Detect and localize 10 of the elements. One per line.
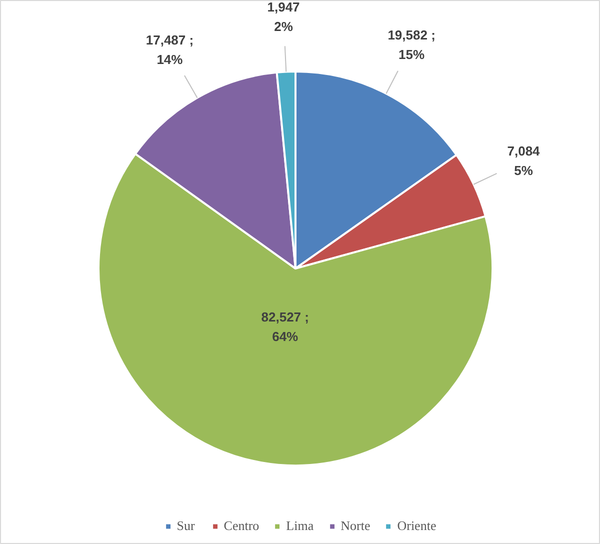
legend-label: Oriente <box>397 518 436 534</box>
legend-label: Sur <box>176 518 196 534</box>
data-label: 17,487 ; 14% <box>146 32 194 68</box>
legend-label: Norte <box>340 518 370 534</box>
data-label: 7,084 5% <box>507 144 541 178</box>
legend-label: Lima <box>286 518 314 534</box>
data-label: 19,582 ; 15% <box>388 27 436 62</box>
legend-label: Centro <box>224 518 260 534</box>
data-label: 1,947 2% <box>267 0 300 34</box>
data-label: 82,527 ; 64% <box>261 309 309 344</box>
